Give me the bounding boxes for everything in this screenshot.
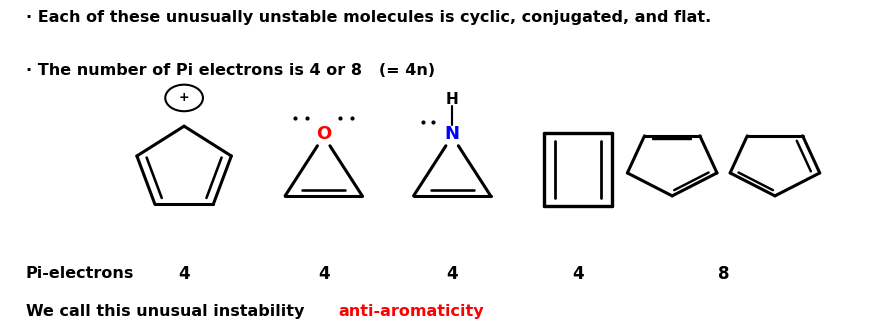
Text: · The number of Pi electrons is 4 or 8   (= 4n): · The number of Pi electrons is 4 or 8 (… <box>26 63 435 78</box>
Text: 8: 8 <box>718 265 730 283</box>
Text: N: N <box>444 125 459 143</box>
Text: O: O <box>316 125 331 143</box>
Text: 4: 4 <box>446 265 458 283</box>
Text: · Each of these unusually unstable molecules is cyclic, conjugated, and flat.: · Each of these unusually unstable molec… <box>26 10 711 25</box>
Text: We call this unusual instability: We call this unusual instability <box>26 304 310 319</box>
Text: 4: 4 <box>179 265 190 283</box>
Text: anti-aromaticity: anti-aromaticity <box>338 304 484 319</box>
Text: H: H <box>446 92 458 107</box>
Text: 4: 4 <box>318 265 329 283</box>
Text: +: + <box>179 91 189 105</box>
Text: 4: 4 <box>572 265 583 283</box>
Text: Pi-electrons: Pi-electrons <box>26 266 134 282</box>
